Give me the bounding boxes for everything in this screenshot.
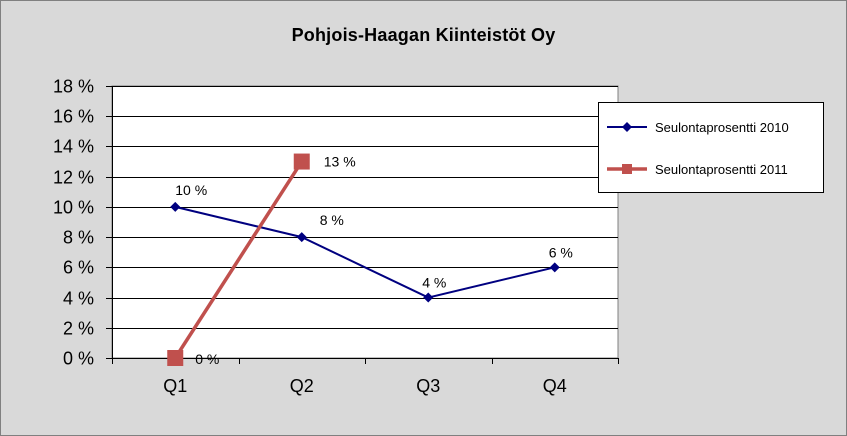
y-tick-label: 12 % [53,168,94,188]
y-tick-label: 4 % [63,289,94,309]
chart-title: Pohjois-Haagan Kiinteistöt Oy [291,25,556,45]
legend: Seulontaprosentti 2010 Seulontaprosentti… [598,102,824,193]
x-tick-label: Q2 [290,376,314,396]
legend-label-2010: Seulontaprosentti 2010 [655,119,789,135]
x-tick-label: Q4 [543,376,567,396]
data-point [170,201,181,212]
data-label: 10 % [175,182,207,198]
data-label: 0 % [195,351,219,367]
x-tick-label: Q1 [163,376,187,396]
data-point [293,153,310,170]
legend-item-2010: Seulontaprosentti 2010 [605,117,789,137]
data-point [423,292,434,303]
data-label: 13 % [324,154,356,170]
series-line-0 [175,205,555,299]
y-tick-label: 16 % [53,107,94,127]
legend-marker-2010 [607,122,647,132]
data-point [167,350,184,366]
plot-background [111,85,619,359]
y-tick-label: 18 % [53,77,94,97]
y-tick-label: 6 % [63,258,94,278]
data-point [549,262,560,273]
legend-marker-2011 [607,164,647,174]
y-tick-label: 10 % [53,198,94,218]
data-label: 8 % [320,212,344,228]
y-tick-label: 8 % [63,228,94,248]
data-label: 6 % [549,244,573,260]
x-tick-label: Q3 [416,376,440,396]
legend-label-2011: Seulontaprosentti 2011 [655,161,788,177]
y-tick-label: 14 % [53,137,94,157]
y-tick-label: 0 % [63,349,94,369]
y-tick-label: 2 % [63,319,94,339]
legend-item-2011: Seulontaprosentti 2011 [605,159,788,179]
data-point [296,232,307,243]
data-label: 4 % [422,275,446,291]
series-line-1 [173,160,304,359]
